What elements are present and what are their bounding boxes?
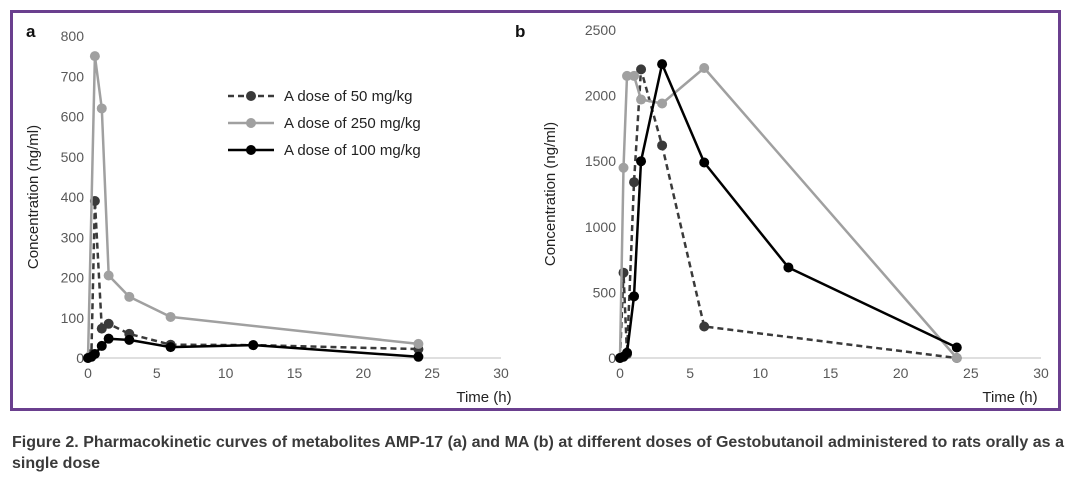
legend: A dose of 50 mg/kg A dose of 250 mg/kg A d… [228, 88, 421, 159]
legend-label: A dose of 50 mg/kg [284, 88, 412, 105]
panel-label: a [26, 22, 36, 41]
data-point [89, 348, 100, 359]
y-tick-label: 200 [61, 270, 85, 286]
x-tick-label: 20 [356, 365, 372, 381]
x-tick-label: 30 [493, 365, 509, 381]
data-point [413, 338, 424, 349]
data-point [636, 64, 647, 75]
x-axis-title: Time (h) [982, 389, 1037, 406]
y-tick-label: 800 [61, 28, 85, 44]
data-point [657, 59, 668, 70]
series-line [87, 199, 419, 359]
data-point [96, 103, 107, 114]
y-tick-label: 0 [608, 350, 616, 366]
x-tick-label: 20 [893, 365, 909, 381]
legend-item: A dose of 100 mg/kg [228, 142, 421, 159]
x-tick-label: 10 [218, 365, 234, 381]
data-point [657, 98, 668, 109]
x-tick-label: 0 [84, 365, 92, 381]
y-tick-label: 1500 [585, 153, 616, 169]
series-line [618, 66, 958, 359]
x-tick-label: 30 [1033, 365, 1049, 381]
data-point [618, 267, 629, 278]
legend-swatch-marker [246, 145, 256, 155]
data-point [699, 321, 710, 332]
x-tick-label: 5 [153, 365, 161, 381]
y-tick-label: 2000 [585, 88, 616, 104]
data-point [103, 270, 114, 281]
data-point [636, 156, 647, 167]
data-point [629, 70, 640, 81]
data-point [629, 177, 640, 188]
legend-label: A dose of 100 mg/kg [284, 142, 421, 159]
data-point [951, 353, 962, 363]
y-tick-label: 2500 [585, 22, 616, 38]
legend-swatch-marker [246, 118, 256, 128]
data-point [124, 291, 135, 302]
chart-panel-b: b 0 500 1000 1500 2000 2500 0 5 10 15 20 25 30 Concent… [515, 22, 1049, 406]
panel-label: b [515, 22, 525, 41]
x-tick-label: 15 [823, 365, 839, 381]
data-point [103, 333, 114, 344]
y-tick-label: 0 [76, 350, 84, 366]
x-tick-label: 5 [686, 365, 694, 381]
legend-label: A dose of 250 mg/kg [284, 115, 421, 132]
series-2 [83, 333, 424, 363]
series-line [618, 68, 957, 360]
data-point [96, 340, 107, 351]
data-point [618, 162, 629, 173]
data-point [165, 342, 176, 353]
figure-caption: Figure 2. Pharmacokinetic curves of meta… [12, 434, 1064, 472]
data-point [622, 70, 633, 81]
y-tick-label: 1000 [585, 219, 616, 235]
y-tick-label: 700 [61, 68, 85, 84]
y-tick-label: 600 [61, 109, 85, 125]
legend-item: A dose of 50 mg/kg [228, 88, 412, 105]
figure-frame: a 0 100 200 300 400 500 600 700 800 0 5 10 15 20 25 30 Co… [10, 10, 1061, 411]
chart-panel-a: a 0 100 200 300 400 500 600 700 800 0 5 10 15 20 25 30 Co… [25, 22, 512, 406]
y-tick-label: 400 [61, 189, 85, 205]
x-tick-label: 25 [963, 365, 979, 381]
y-tick-label: 500 [593, 284, 617, 300]
x-tick-label: 25 [424, 365, 440, 381]
y-tick-label: 300 [61, 229, 85, 245]
data-point [699, 157, 710, 168]
data-point [413, 351, 424, 362]
series-2 [615, 59, 962, 363]
data-point [103, 318, 114, 329]
data-point [248, 340, 259, 351]
series-1 [615, 63, 962, 363]
data-point [629, 291, 640, 302]
x-axis-title: Time (h) [456, 389, 511, 406]
legend-item: A dose of 250 mg/kg [228, 115, 421, 132]
data-point [622, 347, 633, 358]
legend-swatch-marker [246, 91, 256, 101]
data-point [699, 63, 710, 74]
data-point [783, 262, 794, 273]
x-tick-label: 10 [753, 365, 769, 381]
series-0 [615, 64, 962, 363]
data-point [124, 334, 135, 345]
x-tick-label: 15 [287, 365, 303, 381]
y-tick-label: 100 [61, 310, 85, 326]
y-axis-title: Concentration (ng/ml) [542, 122, 559, 266]
y-tick-label: 500 [61, 149, 85, 165]
data-point [636, 94, 647, 105]
y-axis-title: Concentration (ng/ml) [25, 125, 42, 269]
x-tick-label: 0 [616, 365, 624, 381]
series-line [619, 62, 958, 360]
data-point [89, 51, 100, 62]
data-point [165, 311, 176, 322]
data-point [657, 140, 668, 151]
data-point [951, 342, 962, 353]
